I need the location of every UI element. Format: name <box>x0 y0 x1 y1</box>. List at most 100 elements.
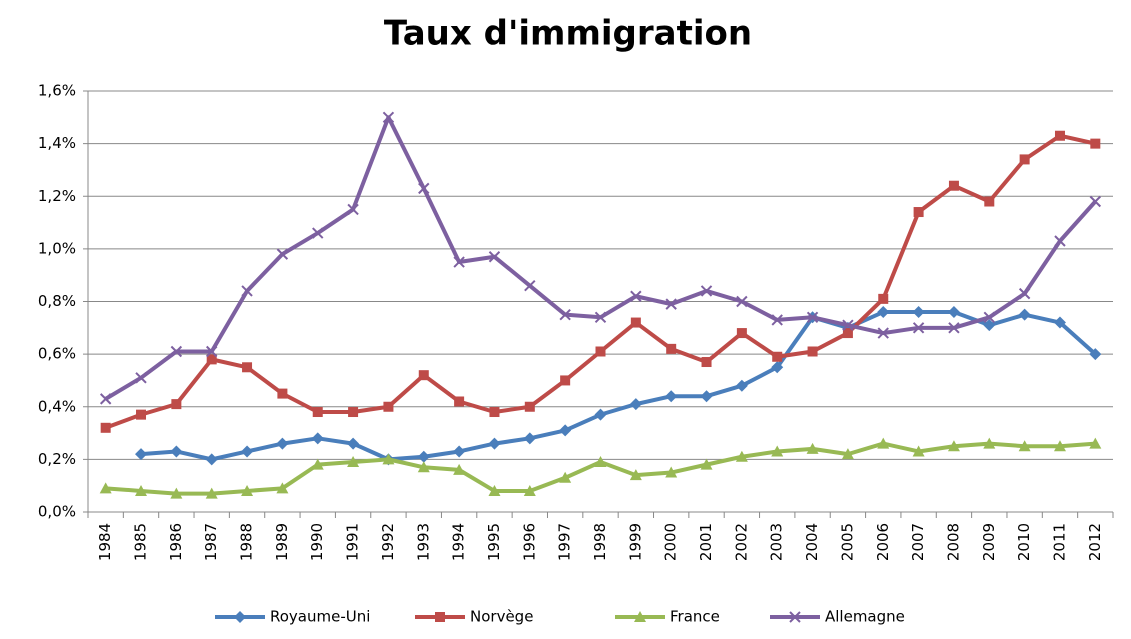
marker <box>594 408 607 421</box>
y-tick-label: 1,6% <box>38 82 76 100</box>
marker <box>135 372 147 384</box>
marker <box>771 314 783 326</box>
marker <box>453 463 466 475</box>
marker <box>488 437 501 450</box>
marker <box>311 458 324 470</box>
marker <box>205 487 218 499</box>
marker <box>771 361 784 374</box>
marker <box>205 453 218 466</box>
marker <box>136 409 147 420</box>
marker <box>772 351 783 362</box>
marker <box>241 285 253 297</box>
marker <box>382 111 395 124</box>
marker <box>435 612 445 622</box>
x-tick-label: 1987 <box>202 523 220 561</box>
marker <box>453 256 465 268</box>
marker <box>736 328 747 339</box>
marker <box>789 611 801 623</box>
marker <box>347 203 359 216</box>
marker <box>311 432 324 445</box>
marker <box>1053 440 1066 452</box>
x-tick-label: 2001 <box>697 523 715 561</box>
marker <box>630 317 641 328</box>
marker <box>453 445 466 458</box>
marker <box>418 182 430 195</box>
marker <box>1089 348 1102 361</box>
marker <box>1053 316 1066 329</box>
marker <box>700 285 713 297</box>
marker <box>276 482 289 494</box>
marker <box>417 461 430 473</box>
marker <box>983 437 996 449</box>
marker <box>807 346 818 357</box>
x-tick-label: 2009 <box>980 523 998 561</box>
y-tick-label: 0,0% <box>38 503 76 521</box>
marker <box>665 390 678 403</box>
marker <box>100 422 111 433</box>
marker <box>205 345 218 358</box>
marker <box>595 346 606 357</box>
x-tick-label: 2003 <box>768 523 786 561</box>
marker <box>523 432 536 445</box>
marker <box>1018 308 1031 321</box>
series <box>135 306 1102 466</box>
marker <box>913 207 924 218</box>
marker <box>99 482 112 494</box>
marker <box>523 484 536 496</box>
legend-label: Allemagne <box>825 608 905 626</box>
marker <box>594 456 607 468</box>
marker <box>912 306 925 319</box>
marker <box>771 445 784 457</box>
marker <box>135 448 148 461</box>
marker <box>242 362 253 373</box>
x-tick-label: 1986 <box>167 523 185 561</box>
marker <box>206 354 217 365</box>
y-tick-label: 1,4% <box>38 134 76 152</box>
marker <box>735 379 748 392</box>
x-tick-label: 1984 <box>96 523 114 561</box>
marker <box>630 290 642 302</box>
marker <box>234 611 246 623</box>
x-tick-label: 2011 <box>1050 523 1068 561</box>
x-tick-label: 2012 <box>1086 523 1104 561</box>
marker <box>135 484 148 496</box>
marker <box>700 390 713 403</box>
marker <box>877 437 890 449</box>
x-tick-label: 1993 <box>414 523 432 561</box>
x-tick-label: 2004 <box>803 523 821 561</box>
chart-title: Taux d'immigration <box>384 14 752 54</box>
marker <box>489 407 500 418</box>
marker <box>947 440 960 452</box>
marker <box>983 311 996 323</box>
x-tick-label: 1985 <box>132 523 150 561</box>
marker <box>560 375 571 386</box>
legend-label: Royaume-Uni <box>270 608 370 626</box>
series <box>99 111 1102 405</box>
y-tick-label: 0,8% <box>38 292 76 310</box>
x-tick-label: 1992 <box>379 523 397 561</box>
marker <box>877 327 889 339</box>
marker <box>665 466 678 478</box>
marker <box>1054 235 1066 247</box>
x-tick-label: 1990 <box>308 523 326 561</box>
marker <box>912 445 925 457</box>
marker <box>382 453 395 465</box>
x-tick-label: 1989 <box>273 523 291 561</box>
y-tick-label: 1,2% <box>38 187 76 205</box>
marker <box>877 306 890 319</box>
x-tick-label: 2002 <box>732 523 750 561</box>
x-tick-label: 2005 <box>838 523 856 561</box>
marker <box>806 442 819 454</box>
x-tick-label: 1988 <box>238 523 256 561</box>
marker <box>241 445 254 458</box>
marker <box>559 471 572 483</box>
x-tick-label: 1994 <box>450 523 468 561</box>
marker <box>629 469 642 481</box>
x-tick-label: 2008 <box>944 523 962 561</box>
marker <box>276 248 289 260</box>
marker <box>454 396 465 407</box>
marker <box>983 319 996 332</box>
marker <box>1089 195 1102 208</box>
